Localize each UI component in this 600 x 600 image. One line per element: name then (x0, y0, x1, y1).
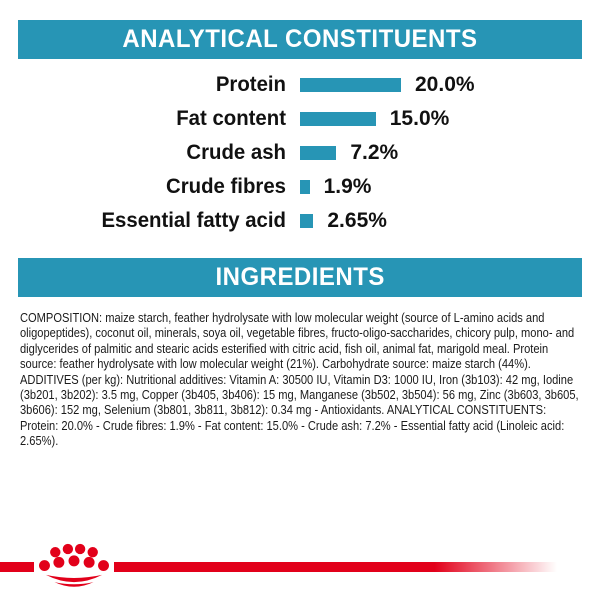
ingredients-header-label: INGREDIENTS (215, 263, 385, 291)
chart-row: Crude ash 7.2% (0, 136, 600, 170)
chart-bar (300, 214, 314, 228)
chart-category-label: Essential fatty acid (101, 209, 286, 232)
brand-stripe (0, 562, 557, 572)
chart-category-label: Protein (215, 73, 286, 96)
ingredients-header: INGREDIENTS (18, 258, 582, 297)
chart-value-label: 1.9% (323, 175, 372, 198)
chart-row: Protein 20.0% (0, 68, 600, 102)
chart-category-label: Fat content (176, 107, 286, 130)
chart-row: Crude fibres 1.9% (0, 170, 600, 204)
chart-row: Essential fatty acid 2.65% (0, 204, 600, 238)
chart-bar (300, 180, 310, 194)
royal-canin-crown-logo-icon (39, 543, 109, 587)
analytical-constituents-header-label: ANALYTICAL CONSTITUENTS (122, 25, 478, 53)
chart-bar (300, 146, 337, 160)
chart-bar (300, 78, 401, 92)
chart-row: Fat content 15.0% (0, 102, 600, 136)
chart-bar (300, 112, 376, 126)
analytical-constituents-bar-chart: Protein 20.0% Fat content 15.0% Crude ash 7.2… (0, 68, 600, 238)
composition-text: COMPOSITION: maize starch, feather hydro… (20, 310, 579, 449)
chart-category-label: Crude fibres (166, 175, 286, 198)
chart-value-label: 15.0% (389, 107, 450, 130)
chart-value-label: 7.2% (350, 141, 399, 164)
chart-value-label: 2.65% (327, 209, 387, 232)
chart-value-label: 20.0% (415, 73, 475, 96)
analytical-constituents-header: ANALYTICAL CONSTITUENTS (18, 20, 582, 59)
chart-category-label: Crude ash (186, 141, 286, 164)
